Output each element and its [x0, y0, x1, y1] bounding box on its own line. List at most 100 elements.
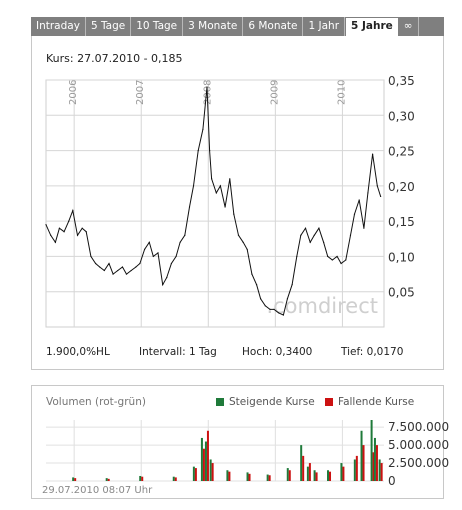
- price-point: [282, 314, 285, 316]
- vol-bar-down: [329, 471, 332, 481]
- price-point: [135, 266, 137, 268]
- vol-bar-up: [378, 459, 381, 481]
- price-point: [237, 234, 240, 236]
- tab-0[interactable]: Intraday: [31, 17, 86, 36]
- price-point: [45, 224, 47, 226]
- price-point: [192, 185, 195, 187]
- x-tick-label: 2009: [269, 80, 280, 105]
- price-point: [175, 255, 177, 258]
- price-point: [273, 308, 275, 310]
- price-point: [224, 206, 226, 208]
- tab-3[interactable]: 3 Monate: [183, 17, 244, 36]
- vol-bar-up: [300, 445, 303, 481]
- tab-6[interactable]: 5 Jahre: [345, 17, 399, 36]
- vol-y-tick-label: 0: [388, 474, 396, 488]
- legend-down-swatch: [325, 398, 333, 406]
- vol-bar-down: [372, 452, 375, 481]
- vol-bar-down: [211, 463, 214, 481]
- intervall-stat: Intervall: 1 Tag: [139, 346, 217, 358]
- vol-bar-down: [268, 475, 271, 481]
- tab-5[interactable]: 1 Jahr: [303, 17, 346, 36]
- price-point: [54, 241, 56, 243]
- price-point: [179, 241, 181, 243]
- price-point: [278, 312, 280, 314]
- legend-up-label: Steigende Kurse: [229, 396, 315, 408]
- price-point: [85, 231, 87, 233]
- vol-bar-down: [107, 478, 110, 481]
- price-point: [81, 227, 83, 229]
- price-point: [318, 227, 320, 229]
- price-point: [367, 192, 369, 194]
- price-point: [286, 298, 289, 300]
- price-point: [209, 149, 211, 152]
- price-point: [331, 259, 333, 261]
- price-point: [313, 234, 315, 236]
- y-tick-label: 0,20: [388, 180, 415, 194]
- vol-bar-down: [362, 445, 365, 481]
- price-point: [50, 234, 52, 236]
- vol-bar-down: [342, 466, 345, 481]
- price-point: [112, 273, 114, 275]
- price-point: [157, 252, 159, 254]
- y-tick-label: 0,15: [388, 215, 415, 229]
- vol-bar-down: [248, 473, 251, 481]
- vol-bar-down: [375, 445, 378, 481]
- price-point: [202, 128, 204, 130]
- vol-bar-up: [266, 474, 269, 481]
- vol-bar-down: [202, 448, 205, 481]
- price-point: [206, 86, 208, 88]
- price-point: [353, 213, 356, 215]
- price-point: [229, 178, 231, 180]
- vol-bar-up: [360, 430, 363, 481]
- vol-bar-down: [194, 468, 197, 481]
- price-point: [380, 195, 382, 198]
- vol-bar-up: [353, 459, 356, 481]
- price-point: [162, 284, 164, 286]
- hoch-stat: Hoch: 0,3400: [242, 346, 313, 358]
- vol-bar-down: [302, 455, 305, 481]
- price-point: [251, 273, 253, 275]
- x-tick-label: 2007: [135, 80, 146, 105]
- price-point: [108, 262, 110, 265]
- tab-4[interactable]: 6 Monate: [243, 17, 304, 36]
- y-tick-label: 0,10: [388, 250, 415, 264]
- price-point: [148, 241, 150, 243]
- tab-7[interactable]: ∞: [399, 17, 419, 36]
- legend-up-swatch: [216, 398, 224, 406]
- price-point: [323, 241, 325, 243]
- plot-area: [45, 79, 385, 328]
- price-point: [376, 185, 378, 187]
- price-point: [99, 266, 101, 268]
- y-tick-label: 0,05: [388, 286, 415, 300]
- vol-y-tick-label: 5.000.000: [388, 438, 449, 452]
- period-tabs: Intraday 5 Tage 10 Tage 3 Monate 6 Monate 1 J…: [31, 17, 444, 36]
- price-point: [211, 178, 213, 180]
- price-point: [170, 262, 173, 265]
- tab-2[interactable]: 10 Tage: [131, 17, 184, 36]
- vol-bar-up: [286, 468, 289, 481]
- y-tick-label: 0,25: [388, 145, 415, 159]
- price-point: [184, 234, 186, 236]
- price-point: [68, 220, 70, 222]
- price-point: [121, 266, 124, 268]
- price-point: [152, 255, 154, 258]
- price-point: [117, 269, 119, 272]
- price-point: [336, 255, 338, 258]
- vol-bar-up: [373, 437, 376, 481]
- price-point: [349, 234, 352, 236]
- price-point: [300, 234, 302, 236]
- price-point: [296, 255, 298, 258]
- price-point: [72, 209, 74, 212]
- price-point: [58, 227, 61, 229]
- price-point: [260, 298, 262, 300]
- price-point: [197, 149, 199, 152]
- vol-bar-down: [380, 463, 383, 481]
- tab-1[interactable]: 5 Tage: [86, 17, 132, 36]
- vol-y-tick-label: 2.500.000: [388, 456, 449, 470]
- price-point: [358, 199, 360, 201]
- price-point: [340, 262, 342, 265]
- vol-bar-down: [308, 463, 311, 481]
- vol-bar-down: [228, 471, 231, 481]
- vol-bar-up: [172, 476, 175, 481]
- price-point: [246, 248, 248, 250]
